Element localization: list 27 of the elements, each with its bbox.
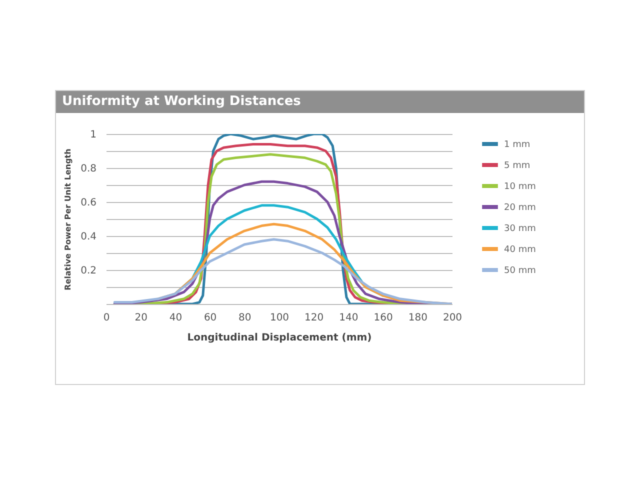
x-axis-title: Longitudinal Displacement (mm) [187, 332, 372, 344]
x-tick-label: 60 [204, 312, 217, 324]
y-tick-label: 0.4 [80, 232, 96, 242]
y-tick-label: 0.8 [80, 164, 96, 174]
legend-label: 5 mm [504, 161, 530, 171]
line-series [113, 238, 452, 304]
x-tick-label: 200 [442, 312, 462, 324]
legend-label: 1 mm [504, 140, 530, 150]
y-axis-title: Relative Power Per Unit Length [64, 148, 73, 290]
y-tick-label: 0.2 [80, 266, 96, 276]
y-tick-label: 1 [90, 130, 96, 140]
chart-title: Uniformity at Working Distances [56, 91, 584, 113]
x-tick-label: 20 [134, 312, 148, 324]
legend-label: 20 mm [504, 203, 536, 213]
x-tick-label: 80 [238, 312, 252, 324]
x-tick-label: 160 [374, 312, 393, 324]
legend-label: 40 mm [504, 245, 536, 255]
x-tick-label: 180 [408, 312, 428, 324]
x-tick-label: 140 [339, 312, 358, 324]
x-tick-label: 100 [270, 312, 290, 324]
x-tick-label: 40 [169, 312, 182, 324]
y-tick-label: 0.6 [80, 198, 96, 208]
x-tick-label: 0 [103, 312, 110, 324]
legend-label: 50 mm [504, 266, 536, 276]
legend-label: 30 mm [504, 224, 536, 234]
legend-label: 10 mm [504, 182, 536, 192]
x-tick-label: 120 [304, 312, 324, 324]
